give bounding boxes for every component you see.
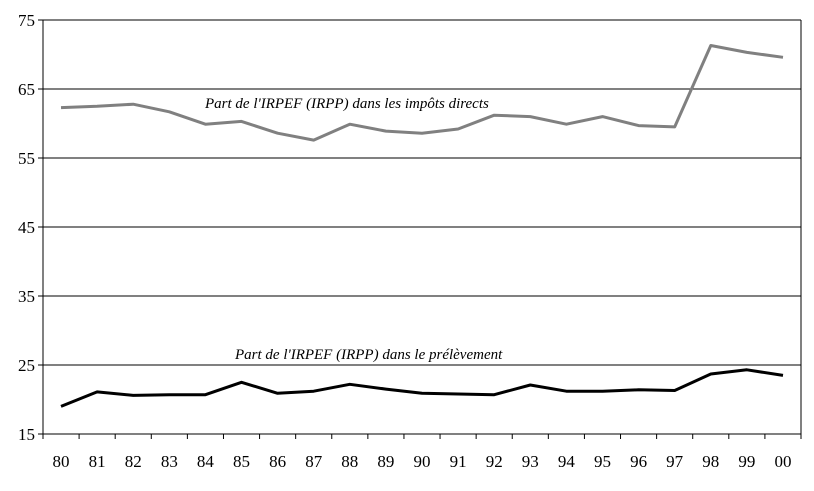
y-tick-label: 15 [18, 425, 35, 444]
x-tick-label: 85 [233, 452, 250, 471]
x-tick-label: 88 [341, 452, 358, 471]
x-tick-label: 99 [738, 452, 755, 471]
x-tick-label: 81 [89, 452, 106, 471]
x-tick-label: 90 [414, 452, 431, 471]
x-tick-label: 94 [558, 452, 576, 471]
labels: 15 25 35 45 55 65 75 80 81 82 83 84 85 86 87 88 89 90 91 92… [18, 11, 791, 471]
x-tick-label: 87 [305, 452, 323, 471]
grid-lines [43, 19, 801, 366]
x-tick-label: 84 [197, 452, 215, 471]
series-lines [60, 44, 784, 408]
x-tick-label: 92 [486, 452, 503, 471]
x-tick-label: 89 [377, 452, 394, 471]
series-line-0 [60, 44, 784, 142]
axes [38, 19, 802, 439]
y-tick-label: 25 [18, 356, 35, 375]
x-tick-label: 96 [630, 452, 647, 471]
y-tick-label: 45 [18, 218, 35, 237]
x-tick-label: 91 [450, 452, 467, 471]
x-tick-label: 95 [594, 452, 611, 471]
x-tick-label: 98 [702, 452, 719, 471]
x-tick-label: 97 [666, 452, 684, 471]
y-tick-label: 75 [18, 11, 35, 30]
x-tick-label: 80 [53, 452, 70, 471]
series-annotation-1: Part de l'IRPEF (IRPP) dans le prélèveme… [234, 347, 503, 363]
series-line-1 [60, 368, 784, 408]
series-annotation-0: Part de l'IRPEF (IRPP) dans les impôts d… [204, 96, 489, 112]
x-tick-label: 00 [774, 452, 791, 471]
x-tick-label: 93 [522, 452, 539, 471]
x-tick-label: 82 [125, 452, 142, 471]
x-tick-label: 86 [269, 452, 286, 471]
y-tick-label: 55 [18, 149, 35, 168]
x-tick-label: 83 [161, 452, 178, 471]
y-tick-label: 35 [18, 287, 35, 306]
y-tick-label: 65 [18, 80, 35, 99]
